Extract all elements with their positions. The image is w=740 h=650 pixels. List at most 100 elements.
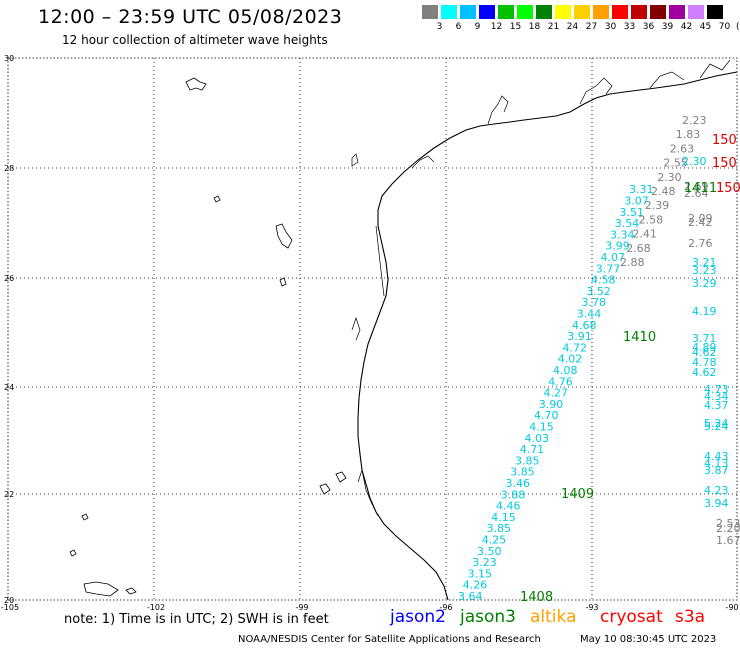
inland-lakes <box>69 77 347 597</box>
pass-number-label: 1410 <box>623 330 656 345</box>
color-label: 21 <box>547 22 560 32</box>
color-swatch <box>441 5 458 19</box>
wave-height-label: 4.07 <box>601 251 626 264</box>
color-label: 36 <box>642 22 655 32</box>
wave-height-label: 3.52 <box>586 285 611 298</box>
wave-height-label: 3.94 <box>704 497 729 510</box>
color-swatch <box>688 5 705 19</box>
lon-tick-label: -96 <box>439 603 452 612</box>
color-swatch <box>460 5 477 19</box>
lat-tick-label: 28 <box>4 164 14 173</box>
wave-height-label: 4.03 <box>525 432 550 445</box>
wave-height-label: 4.25 <box>482 534 507 547</box>
wave-height-label: 2.39 <box>645 199 670 212</box>
wave-height-label: 3.07 <box>624 195 649 208</box>
lon-tick-labels: -105 -102 -99 -96 -93 -90 <box>1 603 739 612</box>
wave-height-label: 3.90 <box>539 398 564 411</box>
lon-tick-label: -102 <box>147 603 165 612</box>
wave-height-label: 4.58 <box>591 274 616 287</box>
color-label: 45 <box>699 22 712 32</box>
wave-height-label: 4.46 <box>496 500 521 513</box>
wave-height-label: 3.99 <box>605 240 630 253</box>
page-subtitle: 12 hour collection of altimeter wave hei… <box>62 33 328 47</box>
wave-height-label: 3.31 <box>629 183 654 196</box>
color-label: 24 <box>566 22 579 32</box>
wave-height-label: 3.91 <box>567 330 592 343</box>
color-swatch <box>612 5 629 19</box>
wave-height-label: 2.30 <box>657 171 682 184</box>
color-label: 12 <box>490 22 503 32</box>
wave-height-label: 2.48 <box>651 185 676 198</box>
wave-height-label: 4.70 <box>534 409 559 422</box>
color-label: 42 <box>680 22 693 32</box>
wave-height-label: 4.37 <box>704 399 729 412</box>
lon-tick-label: -90 <box>725 603 738 612</box>
wave-height-label: 4.62 <box>692 366 717 379</box>
wave-height-label: 2.68 <box>626 242 651 255</box>
wave-height-label: 4.89 <box>692 341 717 354</box>
wave-height-label: 4.15 <box>529 421 554 434</box>
wave-height-label: 5.24 <box>704 417 729 430</box>
color-label: 3 <box>436 22 443 32</box>
color-swatch <box>574 5 591 19</box>
wave-height-label: 5.24 <box>704 420 729 433</box>
color-label: 30 <box>604 22 617 32</box>
wave-height-label: 3.87 <box>704 464 729 477</box>
lat-tick-label: 30 <box>4 54 14 63</box>
color-swatch <box>707 5 724 19</box>
wave-height-label: 1.67 <box>716 534 740 547</box>
timestamp: May 10 08:30:45 UTC 2023 <box>580 634 717 645</box>
wave-height-label: 2.55 <box>663 157 688 170</box>
wave-height-label: 3.85 <box>515 454 540 467</box>
cryosat-label: 150 <box>712 156 737 171</box>
wave-height-label: 1.83 <box>676 128 701 141</box>
map-frame <box>7 57 738 601</box>
wave-height-label: 4.62 <box>692 346 717 359</box>
wave-height-label: 3.64 <box>458 590 483 603</box>
wave-height-label: 4.43 <box>704 450 729 463</box>
wave-height-label: 4.02 <box>558 353 583 366</box>
wave-height-label: 3.23 <box>692 264 717 277</box>
color-label: 9 <box>474 22 481 32</box>
color-swatch <box>593 5 610 19</box>
wave-height-label: 2.76 <box>688 237 713 250</box>
lon-tick-label: -93 <box>585 603 598 612</box>
color-swatch <box>536 5 553 19</box>
wave-height-label: 3.29 <box>692 277 717 290</box>
wave-height-label: 3.71 <box>692 332 717 345</box>
color-label: 6 <box>455 22 462 32</box>
wave-height-label: 3.15 <box>468 567 493 580</box>
wave-height-label: 4.19 <box>692 305 717 318</box>
wave-height-label: 4.26 <box>463 579 488 592</box>
coastline <box>351 59 738 601</box>
legend-jason2: jason2 <box>390 607 446 627</box>
wave-height-label: 4.71 <box>520 443 545 456</box>
color-label: 39 <box>661 22 674 32</box>
color-label: 27 <box>585 22 598 32</box>
wave-height-label: 4.73 <box>704 383 729 396</box>
wave-height-label: 3.78 <box>582 296 607 309</box>
wave-height-label: 3.85 <box>487 522 512 535</box>
wave-height-label: 4.72 <box>563 341 588 354</box>
wave-height-label: 3.21 <box>692 256 717 269</box>
lon-tick-label: -105 <box>1 603 19 612</box>
color-swatch <box>498 5 515 19</box>
wave-height-label: 4.78 <box>692 356 717 369</box>
wave-height-label: 3.23 <box>472 556 497 569</box>
wave-height-label: 3.88 <box>501 488 526 501</box>
pass-number-label: 1411 <box>684 181 717 196</box>
wave-height-label: 3.85 <box>510 466 535 479</box>
footer-note: note: 1) Time is in UTC; 2) SWH is in fe… <box>64 612 329 627</box>
wave-height-label: 3.50 <box>477 545 502 558</box>
legend-altika: altika <box>530 607 577 627</box>
color-swatch <box>517 5 534 19</box>
wave-height-label: 4.13 <box>704 457 729 470</box>
color-unit: (ft) <box>736 22 740 32</box>
credit-text: NOAA/NESDIS Center for Satellite Applica… <box>238 634 541 645</box>
lat-tick-label: 22 <box>4 490 14 499</box>
wave-height-label: 3.44 <box>577 308 602 321</box>
wave-height-label: 2.09 <box>688 212 713 225</box>
wave-height-label: 4.08 <box>553 364 578 377</box>
wave-height-label: 2.41 <box>632 228 657 241</box>
lat-tick-label: 20 <box>4 596 14 605</box>
